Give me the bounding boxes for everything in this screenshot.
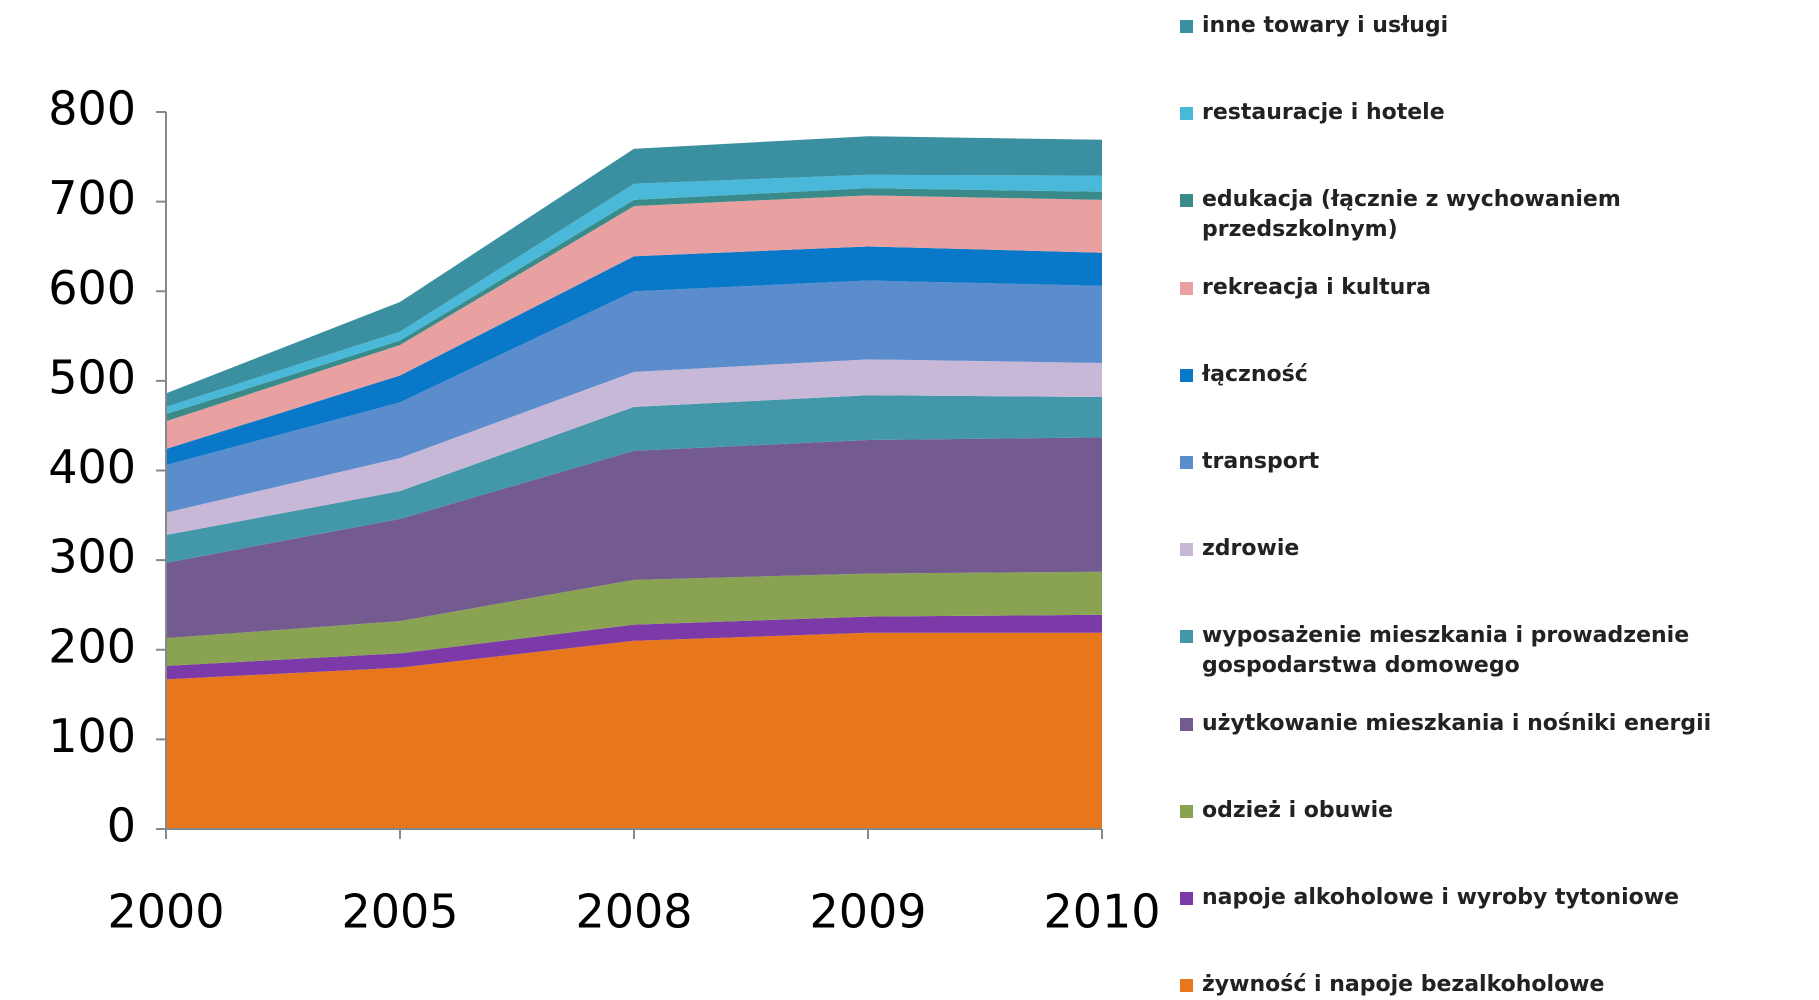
legend-swatch [1180,717,1193,731]
area [166,614,1102,680]
area [166,632,1102,829]
legend-swatch [1180,281,1193,295]
y-tick-label: 700 [48,171,136,225]
legend-entry: użytkowanie mieszkania i nośniki energii [1180,709,1816,739]
y-tick-label: 600 [48,261,136,315]
area [166,395,1102,563]
area [166,136,1102,407]
legend-swatch [1180,804,1193,818]
legend-swatch [1180,20,1193,33]
chart: 0 100 200 300 400 500 600 700 800 2000 2005 2008 200… [48,82,1160,939]
legend-label: edukacja (łącznie z wychowaniem przedszk… [1202,187,1621,243]
legend-entry: inne towary i usługi [1180,11,1816,41]
y-tick-label: 200 [48,619,136,673]
legend-swatch [1180,456,1193,469]
area [166,280,1102,513]
legend-label: zdrowie [1202,536,1300,562]
x-tick-label: 2005 [341,885,458,939]
legend-swatch [1180,107,1193,121]
legend-swatch [1180,892,1193,905]
y-tick-label: 0 [107,799,136,853]
legend-label: żywność i napoje bezalkoholowe [1202,972,1605,998]
x-tick-label: 2009 [809,885,926,939]
legend-swatch [1180,543,1193,557]
legend-label: odzież i obuwie [1202,797,1394,823]
legend-label: transport [1202,449,1320,474]
y-tick-label: 400 [48,440,136,494]
area [166,571,1102,666]
area [166,359,1102,536]
y-tick-label: 500 [48,350,136,404]
x-tick-label: 2008 [575,885,692,939]
area [166,195,1102,449]
y-tick-label: 100 [48,709,136,763]
legend-swatch [1180,194,1193,208]
area [166,437,1102,639]
legend-label: łączność [1202,361,1308,387]
x-tick-label: 2000 [107,885,224,939]
legend-entry: odzież i obuwie [1180,796,1816,826]
y-tick-label: 300 [48,530,136,584]
legend-entry: restauracje i hotele [1180,98,1816,128]
legend-label: użytkowanie mieszkania i nośniki energii [1202,710,1712,736]
legend-label: napoje alkoholowe i wyroby tytoniowe [1202,885,1679,910]
legend-swatch [1180,979,1193,993]
legend-entry: edukacja (łącznie z wychowaniem przedszk… [1180,185,1816,245]
legend-entry: łączność [1180,360,1816,390]
legend-label: wyposażenie mieszkania i prowadzenie gos… [1202,623,1690,679]
legend-label: rekreacja i kultura [1202,274,1432,300]
legend-entry: transport [1180,447,1816,477]
legend-swatch [1180,368,1193,382]
legend-swatch [1180,630,1193,644]
legend-entry: żywność i napoje bezalkoholowe [1180,970,1816,1000]
legend-entry: rekreacja i kultura [1180,273,1816,303]
area [166,246,1102,466]
legend-entry: napoje alkoholowe i wyroby tytoniowe [1180,883,1816,913]
y-tick-label: 800 [48,82,136,136]
legend-entry: zdrowie [1180,534,1816,564]
legend-entry: wyposażenie mieszkania i prowadzenie gos… [1180,621,1816,681]
legend-label: inne towary i usługi [1202,13,1449,38]
legend-label: restauracje i hotele [1202,100,1445,126]
x-tick-label: 2010 [1043,885,1160,939]
